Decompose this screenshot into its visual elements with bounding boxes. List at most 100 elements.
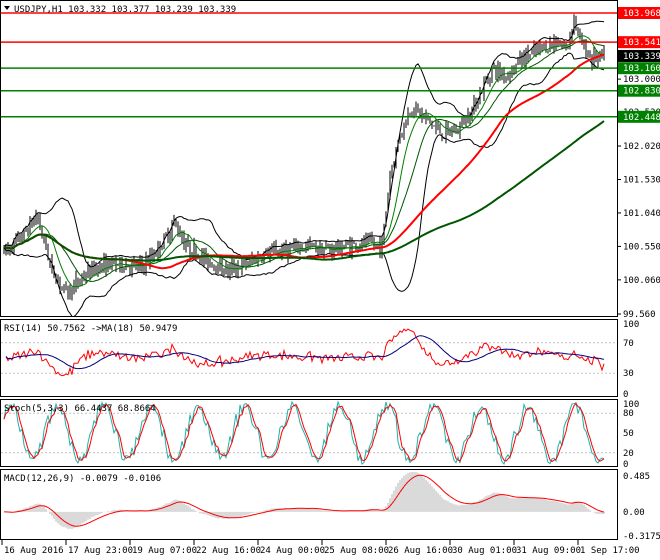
candle-body (175, 219, 177, 225)
candle-body (471, 108, 473, 119)
candle-body (105, 260, 107, 272)
x-tick-label: 26 Aug 16:00 (388, 546, 453, 556)
candle-body (91, 264, 93, 277)
candle-body (63, 284, 65, 287)
macd-plot-layer (4, 471, 605, 530)
candle-body (129, 267, 131, 271)
candle-body (283, 244, 285, 255)
candle-body (549, 42, 551, 51)
level-label-box (618, 36, 660, 49)
level-label-box (618, 62, 660, 75)
candle-body (99, 263, 101, 273)
triangle-down-icon[interactable] (4, 6, 10, 10)
candle-body (61, 286, 63, 288)
candle-body (231, 264, 233, 268)
candle-body (545, 44, 547, 53)
candle-body (537, 48, 539, 52)
level-label-box (618, 110, 660, 123)
stoch-tick-label: 100 (623, 400, 639, 410)
candle-body (69, 287, 71, 297)
candle-body (603, 50, 605, 56)
candle-body (293, 246, 295, 249)
candle-body (433, 125, 435, 127)
candle-body (295, 242, 297, 247)
candle-body (35, 217, 37, 220)
stoch-tick-label: 0 (623, 460, 628, 470)
candle-body (307, 244, 309, 246)
candle-body (123, 268, 125, 270)
candle-body (167, 233, 169, 239)
stoch-panel-frame (0, 399, 618, 467)
candle-body (523, 54, 525, 64)
candle-body (393, 163, 395, 168)
candle-body (447, 127, 449, 130)
candle-body (171, 225, 173, 234)
candle-body (559, 44, 561, 46)
candle-body (541, 45, 543, 48)
rsi-tick-label: 100 (623, 320, 639, 330)
candle-body (233, 264, 235, 271)
candle-body (505, 76, 507, 79)
candle-body (531, 50, 533, 55)
bollinger-upper (3, 20, 605, 268)
candle-body (567, 45, 569, 47)
rsi-plot-layer (1, 328, 617, 377)
candle-body (239, 266, 241, 270)
candle-body (79, 280, 81, 283)
candle-body (575, 16, 577, 28)
candle-body (451, 130, 453, 134)
main-header: USDJPY,H1 103.332 103.377 103.239 103.33… (14, 5, 236, 15)
candle-body (323, 249, 325, 255)
candle-body (113, 258, 115, 262)
x-tick-label: 25 Aug 08:00 (324, 546, 389, 556)
candle-body (551, 42, 553, 46)
candle-body (143, 267, 145, 270)
candle-body (223, 271, 225, 273)
level-label: 103.339 (623, 52, 660, 62)
candle-body (165, 233, 167, 235)
candle-body (439, 126, 441, 134)
candle-body (227, 265, 229, 273)
candle-body (279, 250, 281, 254)
candle-body (577, 27, 579, 31)
stoch-plot-layer (1, 400, 617, 466)
candle-body (41, 227, 43, 236)
candle-body (423, 113, 425, 117)
ma-fast (3, 35, 605, 288)
candle-body (305, 244, 307, 250)
stoch-tick-label: 50 (623, 429, 634, 439)
candle-body (155, 253, 157, 256)
candle-body (561, 44, 563, 46)
candle-body (329, 248, 331, 251)
candle-body (109, 260, 111, 270)
candle-body (249, 258, 251, 265)
main-plot-layer (1, 12, 617, 318)
candle-body (465, 116, 467, 125)
candle-body (161, 247, 163, 251)
candle-body (235, 270, 237, 272)
rsi-line (5, 328, 605, 377)
level-label-box (618, 49, 660, 62)
candle-body (45, 236, 47, 250)
level-label-box (618, 7, 660, 20)
candle-body (87, 268, 89, 277)
candle-body (119, 258, 121, 265)
level-label: 103.160 (623, 64, 660, 74)
candle-body (211, 262, 213, 268)
candle-body (103, 260, 105, 267)
candle-body (153, 255, 155, 257)
candle-body (107, 260, 109, 272)
level-label: 102.448 (623, 113, 660, 123)
candle-body (479, 92, 481, 103)
rsi-header: RSI(14) 50.7562 ->MA(18) 50.9479 (4, 324, 177, 334)
candle-body (477, 102, 479, 108)
candle-body (399, 136, 401, 142)
candle-body (243, 260, 245, 262)
candle-body (287, 249, 289, 256)
candle-body (195, 246, 197, 259)
candle-body (337, 241, 339, 251)
x-tick-label: 16 Aug 2016 (4, 546, 64, 556)
x-tick-label: 22 Aug 16:00 (196, 546, 261, 556)
candle-body (21, 238, 23, 240)
